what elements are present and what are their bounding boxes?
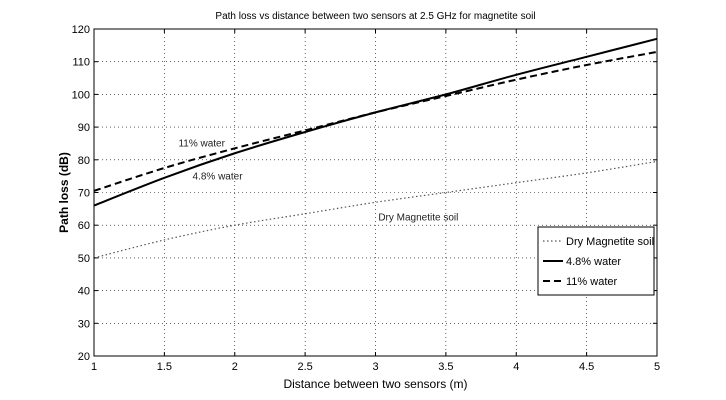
chart-title: Path loss vs distance between two sensor… xyxy=(215,11,535,22)
x-tick-label: 2.5 xyxy=(297,361,312,373)
x-tick-label: 2 xyxy=(232,361,238,373)
x-tick-label: 1.5 xyxy=(157,361,172,373)
x-tick-label: 4.5 xyxy=(579,361,594,373)
y-tick-label: 50 xyxy=(78,253,90,265)
y-tick-label: 110 xyxy=(72,57,90,69)
x-tick-label: 3.5 xyxy=(438,361,453,373)
y-tick-label: 40 xyxy=(78,286,90,298)
x-tick-label: 4 xyxy=(513,361,519,373)
y-tick-label: 20 xyxy=(78,351,90,363)
x-tick-label: 1 xyxy=(91,361,97,373)
annotation-label: Dry Magnetite soil xyxy=(378,212,458,223)
y-tick-label: 60 xyxy=(78,220,90,232)
x-tick-label: 3 xyxy=(372,361,378,373)
y-tick-label: 80 xyxy=(78,155,90,167)
legend: Dry Magnetite soil 4.8% water 11% water xyxy=(537,226,655,296)
y-tick-label: 120 xyxy=(72,24,90,36)
legend-label: 11% water xyxy=(566,276,617,288)
y-tick-label: 100 xyxy=(72,89,90,101)
annotations: 11% water 4.8% water Dry Magnetite soil xyxy=(178,139,458,224)
y-axis-title: Path loss (dB) xyxy=(57,152,71,233)
series-line-2 xyxy=(93,50,658,192)
y-tick-label: 70 xyxy=(78,188,90,200)
series-line-1 xyxy=(93,37,658,207)
x-tick-label: 5 xyxy=(654,361,660,373)
annotation-label: 4.8% water xyxy=(193,171,244,182)
y-tick-label: 30 xyxy=(78,318,90,330)
y-tick-label: 90 xyxy=(78,122,90,134)
legend-label: Dry Magnetite soil xyxy=(566,236,654,248)
grid-lines xyxy=(94,29,657,356)
annotation-label: 11% water xyxy=(178,139,225,150)
series-lines xyxy=(93,37,658,259)
x-axis-title: Distance between two sensors (m) xyxy=(283,377,467,391)
axis-ticks: 1 1.5 2 2.5 3 3.5 4 4.5 5 20 30 40 50 60 70 80 90 100 110 1… xyxy=(72,24,660,373)
legend-label: 4.8% water xyxy=(566,256,621,268)
